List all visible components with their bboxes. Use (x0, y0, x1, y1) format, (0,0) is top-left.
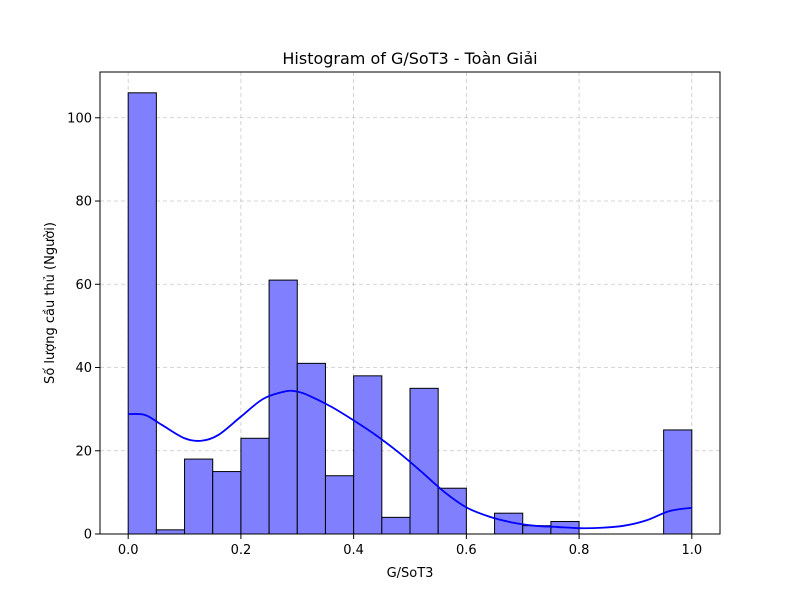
histogram-bar-10 (409, 387, 439, 535)
plot-frame (99, 71, 721, 535)
y-tick-label-3: 60 (75, 278, 92, 293)
x-axis-label: G/SoT3 (387, 566, 434, 581)
x-tick-label-1: 0.2 (231, 543, 252, 558)
histogram-bar-7 (324, 475, 355, 535)
histogram-bar-8 (353, 375, 383, 535)
x-tick-label-4: 0.8 (569, 543, 590, 558)
histogram-bar-1 (155, 529, 186, 535)
histogram-bar-3 (212, 471, 242, 535)
histogram-bar-11 (437, 487, 467, 535)
histogram-bar-5 (268, 279, 298, 535)
x-tick-label-2: 0.4 (343, 543, 364, 558)
histogram-bar-9 (381, 516, 411, 535)
x-tick-label-5: 1.0 (681, 543, 702, 558)
histogram-bars (127, 92, 693, 535)
x-tick-label-0: 0.0 (118, 543, 139, 558)
y-tick-label-5: 100 (67, 111, 92, 126)
histogram-bar-6 (296, 362, 326, 535)
histogram-bar-19 (663, 429, 693, 535)
x-axis-ticks: 0.0 0.2 0.4 0.6 0.8 1.0 (118, 534, 702, 558)
chart-title: Histogram of G/SoT3 - Toàn Giải (282, 49, 537, 68)
y-tick-label-1: 20 (75, 444, 92, 459)
kde-curve (128, 389, 692, 530)
histogram-bar-0 (127, 92, 157, 535)
y-axis-label: Số lượng cầu thủ (Người) (43, 222, 58, 384)
histogram-bar-4 (240, 437, 270, 535)
y-tick-label-0: 0 (84, 528, 92, 543)
y-axis-ticks: 0 20 40 60 80 100 (67, 111, 100, 543)
x-tick-label-3: 0.6 (456, 543, 477, 558)
y-tick-label-2: 40 (75, 361, 92, 376)
y-tick-label-4: 80 (75, 195, 92, 210)
histogram-bar-2 (184, 458, 214, 535)
